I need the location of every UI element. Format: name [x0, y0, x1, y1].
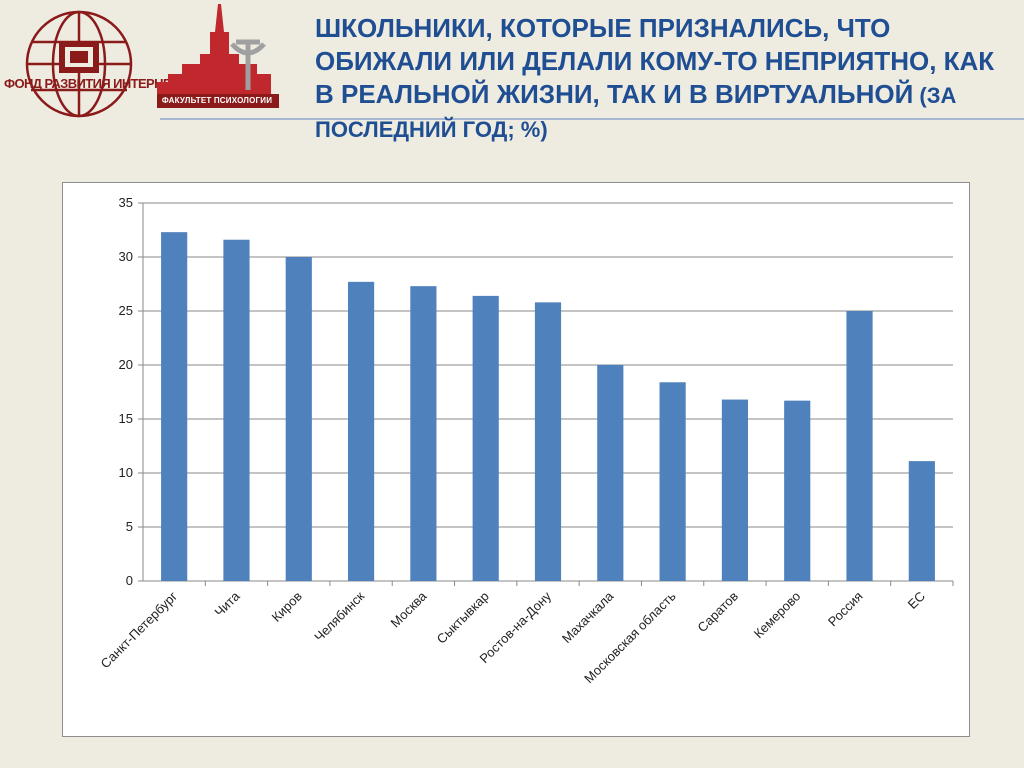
x-tick-label: Россия — [825, 589, 866, 630]
bar — [472, 295, 499, 581]
logo-right-caption: ФАКУЛЬТЕТ ПСИХОЛОГИИ — [161, 96, 273, 105]
y-tick-label: 20 — [119, 357, 133, 372]
slide-title-main: ШКОЛЬНИКИ, КОТОРЫЕ ПРИЗНАЛИСЬ, ЧТО ОБИЖА… — [315, 13, 995, 109]
bar — [597, 365, 624, 581]
bar — [347, 281, 375, 581]
bar — [534, 302, 562, 581]
y-tick-label: 15 — [119, 411, 133, 426]
bar — [161, 232, 188, 581]
x-tick-label: Саратов — [694, 588, 741, 635]
bar — [721, 399, 749, 581]
bar — [784, 400, 811, 581]
x-tick-label: Москва — [388, 588, 431, 631]
x-tick-label: ЕС — [905, 589, 928, 612]
x-tick-label: Сыктывкар — [434, 589, 492, 647]
bar — [285, 257, 312, 581]
x-tick-label: Кемерово — [751, 589, 804, 642]
x-tick-label: Челябинск — [311, 588, 367, 644]
logo-fond-razvitiya-internet: ФОНД РАЗВИТИЯ ИНТЕРНЕТ — [4, 6, 179, 124]
x-tick-label: Киров — [269, 588, 305, 624]
x-tick-label: Махачкала — [559, 588, 617, 646]
bar — [223, 239, 250, 581]
logo-fakultet-psikhologii: ФАКУЛЬТЕТ ПСИХОЛОГИИ — [152, 2, 292, 114]
bar-chart: 0 5 10 15 20 25 30 35 Санкт-Петербург Чита Киров Че… — [98, 195, 954, 686]
header-divider — [160, 118, 1024, 120]
bar — [659, 382, 686, 581]
university-building-icon — [157, 4, 279, 108]
slide-title: ШКОЛЬНИКИ, КОТОРЫЕ ПРИЗНАЛИСЬ, ЧТО ОБИЖА… — [315, 12, 1010, 146]
y-tick-label: 10 — [119, 465, 133, 480]
y-tick-label: 5 — [126, 519, 133, 534]
x-tick-label: Чита — [211, 588, 243, 620]
logo-left-caption: ФОНД РАЗВИТИЯ ИНТЕРНЕТ — [4, 76, 179, 91]
chart-frame: 0 5 10 15 20 25 30 35 Санкт-Петербург Чита Киров Че… — [62, 182, 970, 737]
bar — [410, 286, 437, 581]
y-tick-label: 30 — [119, 249, 133, 264]
x-tick-label: Санкт-Петербург — [98, 588, 181, 671]
y-tick-label: 25 — [119, 303, 133, 318]
bar — [846, 311, 873, 581]
slide-title-sub: (ЗА ПОСЛЕДНИЙ ГОД; %) — [315, 83, 957, 142]
bar — [908, 461, 935, 581]
y-tick-label: 0 — [126, 573, 133, 588]
y-tick-label: 35 — [119, 195, 133, 210]
globe-icon — [25, 10, 133, 118]
